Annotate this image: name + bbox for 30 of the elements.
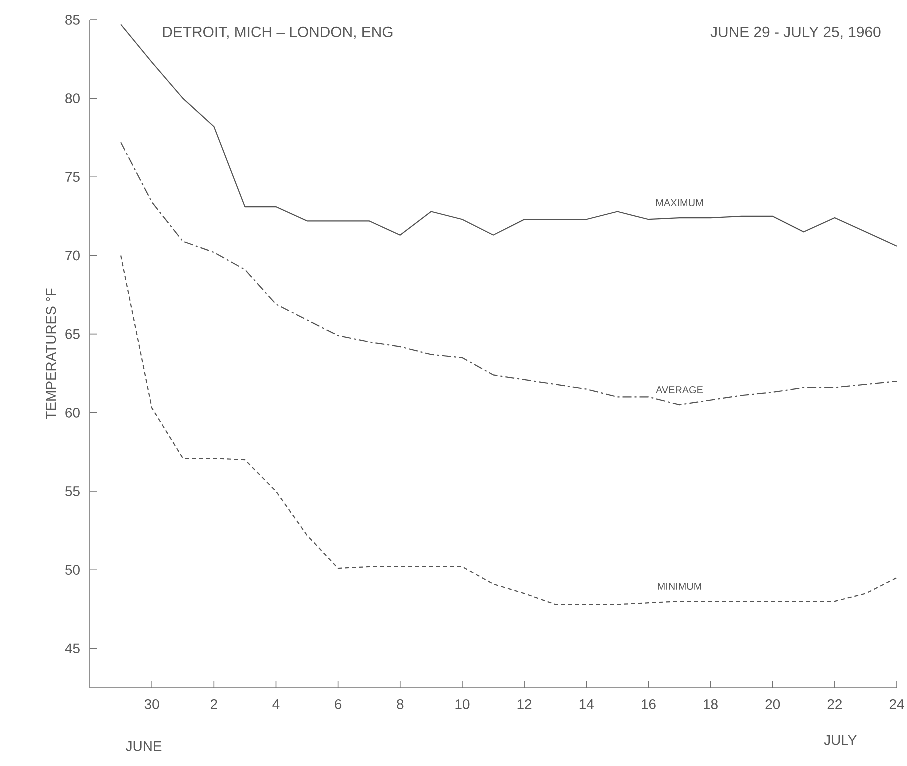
x-tick-label: 2 bbox=[210, 699, 218, 710]
y-tick-label: 55 bbox=[66, 486, 80, 496]
x-tick-label: 14 bbox=[580, 700, 594, 710]
y-tick-label: 80 bbox=[66, 94, 80, 104]
text: JULY bbox=[824, 736, 857, 746]
y-tick-label: 70 bbox=[66, 250, 80, 261]
x-tick-label: 8 bbox=[397, 699, 404, 710]
x-tick-label: 24 bbox=[890, 699, 904, 710]
x-tick-label: 20 bbox=[766, 699, 780, 710]
x-tick-label: 16 bbox=[642, 699, 656, 710]
series-label: AVERAGE bbox=[656, 386, 704, 394]
y-tick-label: 50 bbox=[66, 565, 80, 576]
y-tick-label: 60 bbox=[66, 408, 80, 418]
x-tick-label: 6 bbox=[335, 699, 342, 710]
y-tick-label: 85 bbox=[66, 15, 80, 25]
x-tick-label: 10 bbox=[456, 699, 470, 710]
y-tick-label: 45 bbox=[65, 644, 80, 654]
text: JUNE bbox=[126, 742, 162, 752]
y-tick-label: 65 bbox=[66, 329, 80, 340]
x-tick-label: 12 bbox=[518, 699, 532, 710]
chart-subtitle: JUNE 29 - JULY 25, 1960 bbox=[710, 26, 881, 40]
x-tick-label: 30 bbox=[144, 699, 160, 710]
x-tick-label: 22 bbox=[828, 699, 842, 710]
chart-title: DETROIT, MICH – LONDON, ENG bbox=[163, 26, 393, 40]
x-tick-label: 18 bbox=[704, 699, 718, 710]
x-tick-label: 4 bbox=[272, 700, 280, 710]
y-tick-label: 75 bbox=[66, 172, 80, 182]
series-label: MAXIMUM bbox=[656, 200, 703, 207]
y-axis-title: TEMPERATURES °F bbox=[46, 288, 56, 420]
series-label: MINIMUM bbox=[658, 583, 702, 590]
